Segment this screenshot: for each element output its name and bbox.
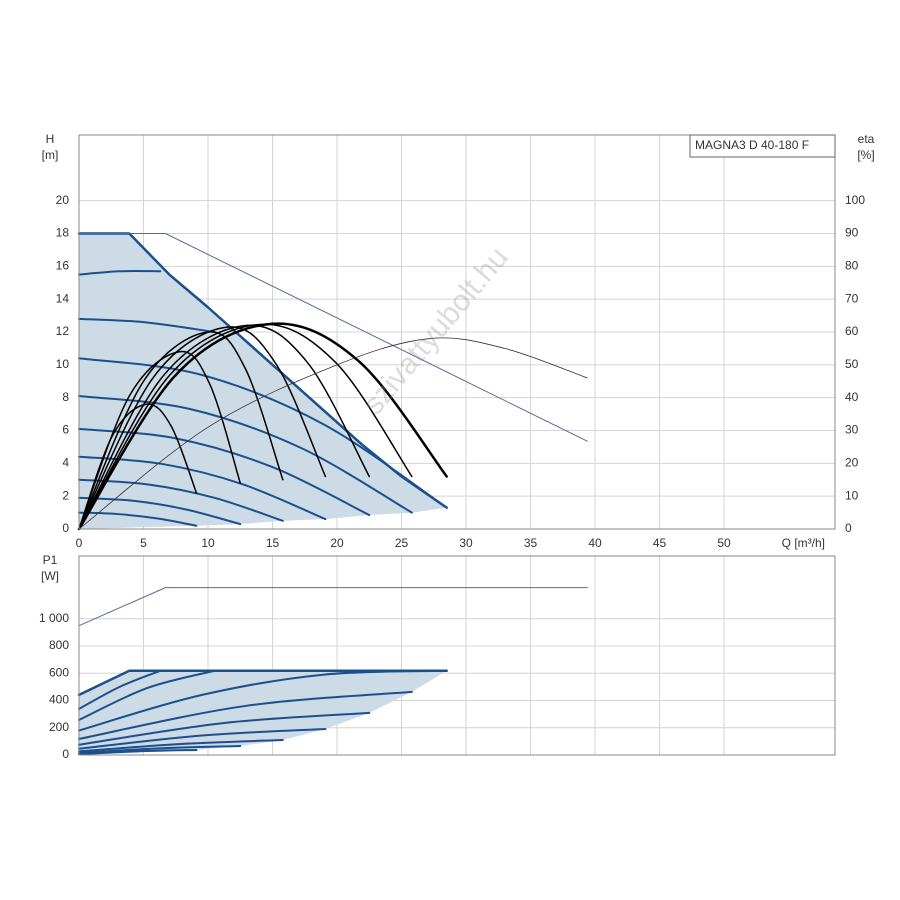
efficiency-curve: [78, 324, 371, 530]
curve: [78, 669, 162, 710]
x-tick-label: 5: [140, 536, 147, 550]
y-tick-label: 0: [62, 747, 69, 761]
x-axis-label: Q [m³/h]: [782, 536, 825, 550]
efficiency-curve: [78, 331, 284, 530]
curve: [78, 669, 216, 721]
y-tick-label: 0: [62, 521, 69, 535]
y2-tick-label: 90: [845, 226, 859, 240]
y2-tick-label: 70: [845, 291, 859, 305]
y-tick-label: 14: [56, 291, 70, 305]
curve: [78, 395, 413, 514]
efficiency-curve: [77, 322, 448, 531]
operating-area: [79, 670, 447, 755]
y2-tick-label: 10: [845, 488, 859, 502]
y-tick-label: 2: [62, 488, 69, 502]
y-tick-label: 400: [49, 693, 69, 707]
curve: [78, 270, 162, 276]
curve: [78, 478, 284, 522]
curve: [78, 427, 371, 517]
y-tick-label: 600: [49, 665, 69, 679]
y-axis-label: P1: [43, 553, 58, 567]
curve: [78, 745, 242, 754]
y2-axis-unit: [%]: [857, 148, 874, 162]
y-tick-label: 18: [56, 226, 70, 240]
curve: [78, 739, 284, 753]
plot-frame: [78, 555, 836, 756]
y-axis-label: H: [46, 132, 55, 146]
x-tick-label: 25: [395, 536, 409, 550]
x-tick-label: 15: [266, 536, 280, 550]
y2-tick-label: 100: [845, 193, 865, 207]
y-tick-label: 1 000: [39, 611, 69, 625]
y2-tick-label: 20: [845, 456, 859, 470]
y-tick-label: 20: [56, 193, 70, 207]
y-tick-label: 8: [62, 390, 69, 404]
curve: [78, 727, 327, 750]
y2-tick-label: 40: [845, 390, 859, 404]
y2-tick-label: 30: [845, 423, 859, 437]
y2-tick-label: 50: [845, 357, 859, 371]
x-tick-label: 40: [588, 536, 602, 550]
efficiency-curve: [78, 337, 588, 530]
efficiency-curve: [78, 403, 198, 530]
curve: [78, 711, 371, 746]
curve: [78, 748, 198, 756]
plot: 0 200 400 600 800 1 000 P1 [W]: [39, 553, 836, 761]
y-tick-label: 10: [56, 357, 70, 371]
y-tick-label: 16: [56, 259, 70, 273]
y2-tick-label: 80: [845, 259, 859, 273]
annotation: MAGNA3 D 40-180 F: [695, 138, 809, 152]
curve: [78, 233, 588, 442]
y2-tick-label: 0: [845, 521, 852, 535]
x-tick-label: 35: [524, 536, 538, 550]
curve: [78, 455, 327, 521]
y-axis-unit: [W]: [41, 569, 59, 583]
operating-area: [79, 233, 447, 529]
curve: [78, 587, 588, 627]
curve: [78, 496, 242, 526]
x-tick-label: 50: [717, 536, 731, 550]
efficiency-curve: [78, 350, 242, 530]
y-tick-label: 6: [62, 423, 69, 437]
y-axis-unit: [m]: [42, 148, 59, 162]
efficiency-curve: [78, 326, 327, 530]
x-tick-label: 30: [459, 536, 473, 550]
curve: [77, 669, 448, 697]
y-tick-label: 200: [49, 720, 69, 734]
x-tick-label: 45: [653, 536, 667, 550]
x-tick-label: 10: [201, 536, 215, 550]
y-tick-label: 4: [62, 456, 69, 470]
curve: [78, 511, 198, 527]
curve: [78, 357, 448, 509]
y2-axis-label: eta: [858, 132, 875, 146]
y-tick-label: 800: [49, 638, 69, 652]
y2-tick-label: 60: [845, 324, 859, 338]
x-tick-label: 0: [76, 536, 83, 550]
annotation-box: [689, 134, 836, 158]
curve: [78, 690, 413, 740]
x-tick-label: 20: [330, 536, 344, 550]
curve: [78, 669, 448, 732]
curve: [78, 317, 216, 333]
plot-frame: [78, 134, 836, 530]
y-tick-label: 12: [56, 324, 70, 338]
